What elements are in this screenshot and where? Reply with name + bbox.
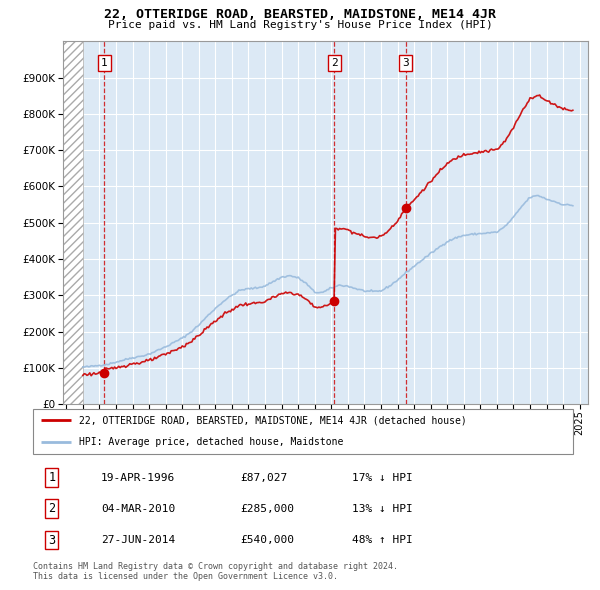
Text: 22, OTTERIDGE ROAD, BEARSTED, MAIDSTONE, ME14 4JR (detached house): 22, OTTERIDGE ROAD, BEARSTED, MAIDSTONE,… — [79, 415, 467, 425]
Text: Contains HM Land Registry data © Crown copyright and database right 2024.
This d: Contains HM Land Registry data © Crown c… — [33, 562, 398, 581]
Text: 27-JUN-2014: 27-JUN-2014 — [101, 535, 175, 545]
Text: 3: 3 — [402, 58, 409, 68]
FancyBboxPatch shape — [33, 409, 573, 454]
Text: HPI: Average price, detached house, Maidstone: HPI: Average price, detached house, Maid… — [79, 437, 344, 447]
Text: 2: 2 — [331, 58, 337, 68]
Text: 3: 3 — [48, 533, 55, 546]
Text: 1: 1 — [48, 471, 55, 484]
Bar — [63, 41, 83, 404]
Text: 17% ↓ HPI: 17% ↓ HPI — [352, 473, 413, 483]
Text: 2: 2 — [48, 502, 55, 516]
Text: 22, OTTERIDGE ROAD, BEARSTED, MAIDSTONE, ME14 4JR: 22, OTTERIDGE ROAD, BEARSTED, MAIDSTONE,… — [104, 8, 496, 21]
Text: 19-APR-1996: 19-APR-1996 — [101, 473, 175, 483]
Text: £87,027: £87,027 — [240, 473, 287, 483]
Text: 13% ↓ HPI: 13% ↓ HPI — [352, 504, 413, 514]
Text: 1: 1 — [101, 58, 108, 68]
Text: £285,000: £285,000 — [240, 504, 294, 514]
Text: 48% ↑ HPI: 48% ↑ HPI — [352, 535, 413, 545]
Text: £540,000: £540,000 — [240, 535, 294, 545]
Text: 04-MAR-2010: 04-MAR-2010 — [101, 504, 175, 514]
Text: Price paid vs. HM Land Registry's House Price Index (HPI): Price paid vs. HM Land Registry's House … — [107, 20, 493, 30]
